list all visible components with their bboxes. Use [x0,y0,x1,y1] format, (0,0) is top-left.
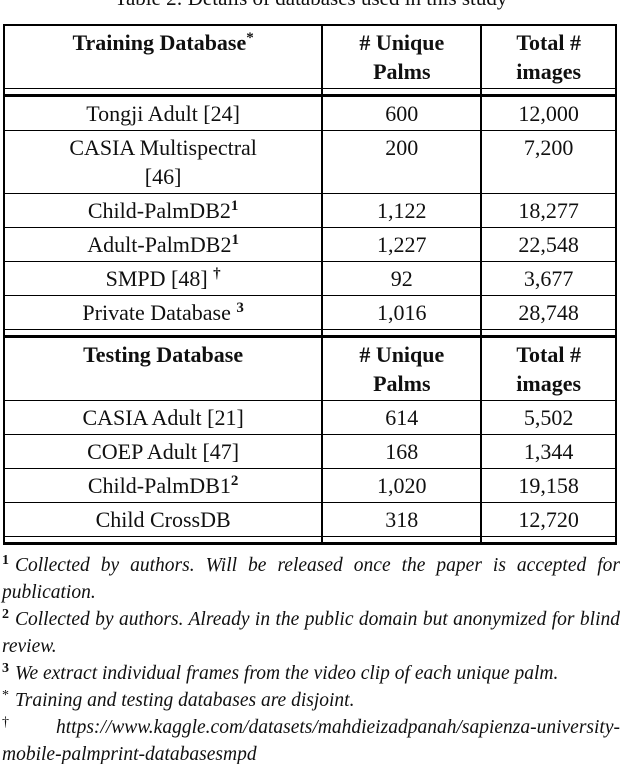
db-name-cell: CASIA Multispectral [46] [2,130,324,194]
footnote: 2 Collected by authors. Already in the pu… [2,606,620,660]
footnotes-block: 1 Collected by authors. Will be released … [0,545,622,764]
thick-rule-row [2,536,617,545]
db-name-cell: Child-PalmDB21 [2,193,324,228]
palms-cell: 200 [321,130,483,194]
palms-cell: 1,016 [321,295,483,330]
footnote-marker: * [2,688,9,703]
db-name-cell: Adult-PalmDB21 [2,227,324,262]
db-name-cell: SMPD [48] † [2,261,324,296]
table-row: Child-PalmDB12 1,020 19,158 [2,468,617,503]
images-cell: 28,748 [480,295,617,330]
title-clip-region: Table 2: Details of databases used in th… [0,0,622,11]
table-row: Adult-PalmDB21 1,227 22,548 [2,227,617,262]
footnote-marker: 2 [2,607,9,622]
images-cell: 19,158 [480,468,617,503]
images-cell: 3,677 [480,261,617,296]
db-name-cell: Child-PalmDB12 [2,468,324,503]
images-cell: 5,502 [480,400,617,435]
footnote-marker: † [2,715,50,730]
page-title: Table 2: Details of databases used in th… [0,0,622,10]
table-row: Tongji Adult [24] 600 12,000 [2,95,617,131]
table-row: SMPD [48] † 92 3,677 [2,261,617,296]
unique-palms-header-cell: # Unique Palms [321,336,483,401]
footnote-marker: 1 [2,553,9,568]
thick-rule-row [2,329,617,338]
db-name-cell: Tongji Adult [24] [2,95,324,131]
table-container: Training Database* # Unique Palms Total … [0,11,622,545]
footnote: * Training and testing databases are disj… [2,687,620,714]
palms-cell: 168 [321,434,483,469]
images-cell: 18,277 [480,193,617,228]
table-row: CASIA Adult [21] 614 5,502 [2,400,617,435]
table-row: COEP Adult [47] 168 1,344 [2,434,617,469]
table-row: Child-PalmDB21 1,122 18,277 [2,193,617,228]
footnote-text: We extract individual frames from the vi… [15,663,559,684]
palms-cell: 318 [321,502,483,537]
footnote: 3 We extract individual frames from the v… [2,660,620,687]
training-header-cell: Training Database* [2,24,324,89]
total-images-header-cell: Total # images [480,336,617,401]
footnote-text: Collected by authors. Will be released o… [2,555,620,603]
header-label: Testing Database [83,342,244,367]
footnote: 1 Collected by authors. Will be released … [2,552,620,606]
total-images-header-cell: Total # images [480,24,617,89]
testing-header-cell: Testing Database [2,336,324,401]
palms-cell: 614 [321,400,483,435]
footnote: † https://www.kaggle.com/datasets/mahdiei… [2,714,620,764]
testing-header-row: Testing Database # Unique Palms Total # … [2,336,617,401]
table-row: CASIA Multispectral [46] 200 7,200 [2,130,617,194]
training-header-row: Training Database* # Unique Palms Total … [2,24,617,89]
palms-cell: 1,227 [321,227,483,262]
palms-cell: 1,020 [321,468,483,503]
images-cell: 1,344 [480,434,617,469]
thick-rule-row [2,88,617,97]
db-name-cell: CASIA Adult [21] [2,400,324,435]
asterisk-superscript: * [246,30,254,46]
palms-cell: 600 [321,95,483,131]
footnote-marker: 3 [2,661,9,676]
images-cell: 7,200 [480,130,617,194]
palms-cell: 1,122 [321,193,483,228]
header-label: Training Database [72,30,247,55]
db-name-cell: Private Database 3 [2,295,324,330]
images-cell: 12,000 [480,95,617,131]
images-cell: 12,720 [480,502,617,537]
dagger-superscript: † [213,266,221,282]
table-row: Private Database 3 1,016 28,748 [2,295,617,330]
footnote-url-text: https://www.kaggle.com/datasets/mahdieiz… [2,717,620,764]
footnote-text: Collected by authors. Already in the pub… [2,609,620,657]
palms-cell: 92 [321,261,483,296]
databases-table: Training Database* # Unique Palms Total … [2,24,617,545]
footnote-text: Training and testing databases are disjo… [15,690,355,711]
db-name-cell: Child CrossDB [2,502,324,537]
table-row: Child CrossDB 318 12,720 [2,502,617,537]
unique-palms-header-cell: # Unique Palms [321,24,483,89]
db-name-cell: COEP Adult [47] [2,434,324,469]
images-cell: 22,548 [480,227,617,262]
